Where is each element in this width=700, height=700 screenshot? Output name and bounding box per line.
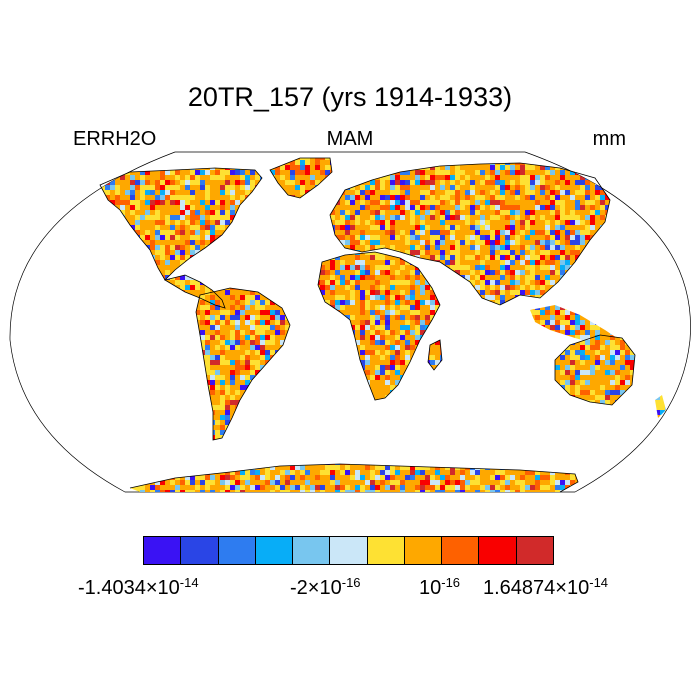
colorbar-label-min: -1.4034×10-14 <box>78 575 199 599</box>
colorbar-label-high: 10-16 <box>419 575 461 599</box>
map-title: 20TR_157 (yrs 1914-1933) <box>187 82 513 112</box>
colorbar-swatch <box>218 537 256 564</box>
colorbar-swatch <box>255 537 294 564</box>
colorbar-swatch <box>181 537 219 564</box>
colorbar-label-max: 1.64874×10-14 <box>483 575 609 599</box>
colorbar-swatch <box>144 537 182 564</box>
colorbar <box>143 536 554 565</box>
season-label: MAM <box>326 128 374 150</box>
colorbar-label-low: -2×10-16 <box>290 575 361 599</box>
colorbar-swatch <box>442 537 480 564</box>
colorbar-swatch <box>330 537 368 564</box>
colorbar-swatch <box>516 537 553 564</box>
units-label: mm <box>592 128 626 150</box>
variable-label: ERRH2O <box>73 128 157 150</box>
coastlines <box>99 157 636 493</box>
colorbar-swatch <box>367 537 405 564</box>
colorbar-swatch <box>404 537 443 564</box>
colorbar-swatch <box>479 537 517 564</box>
colorbar-swatch <box>293 537 331 564</box>
